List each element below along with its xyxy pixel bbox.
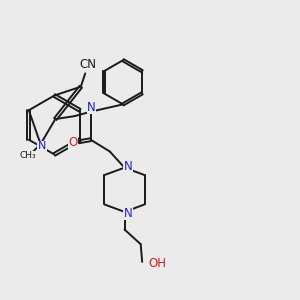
- Text: N: N: [124, 207, 132, 220]
- Text: OH: OH: [148, 257, 166, 270]
- Text: N: N: [87, 100, 96, 113]
- Text: CN: CN: [80, 58, 97, 71]
- Text: N: N: [38, 142, 46, 152]
- Text: N: N: [124, 160, 132, 173]
- Text: O: O: [68, 136, 78, 149]
- Text: CH₃: CH₃: [19, 152, 36, 160]
